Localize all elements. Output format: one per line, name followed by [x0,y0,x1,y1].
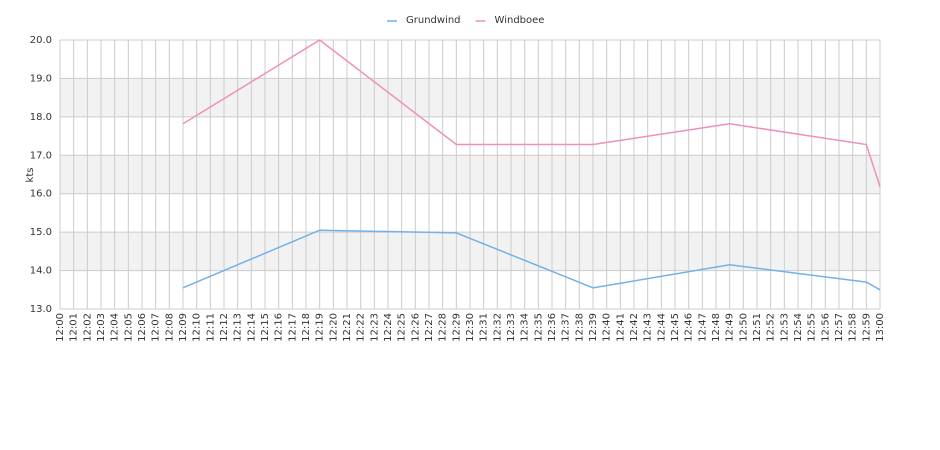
x-tick-label: 12:13 [233,313,244,342]
x-tick-label: 12:56 [820,313,831,342]
x-tick-label: 12:21 [342,313,353,342]
x-tick-label: 12:38 [574,313,585,342]
x-tick-label: 12:01 [69,313,80,342]
y-tick-label: 18.0 [30,112,52,123]
x-tick-label: 12:28 [438,313,449,342]
x-tick-label: 13:00 [875,313,886,342]
legend-label: Windboee [495,15,545,26]
x-tick-label: 12:09 [178,313,189,342]
x-tick-label: 12:51 [752,313,763,342]
x-tick-label: 12:39 [588,313,599,342]
x-tick-label: 12:29 [451,313,462,342]
x-tick-label: 12:32 [492,313,503,342]
x-tick-label: 12:20 [328,313,339,342]
y-tick-label: 13.0 [30,304,52,315]
x-tick-label: 12:46 [684,313,695,342]
x-tick-label: 12:10 [192,313,203,342]
x-tick-label: 12:52 [766,313,777,342]
x-tick-label: 12:49 [725,313,736,342]
x-tick-label: 12:30 [465,313,476,342]
x-tick-label: 12:25 [397,313,408,342]
x-tick-label: 12:04 [110,313,121,342]
series-line [182,229,881,291]
x-tick-label: 12:48 [711,313,722,342]
x-tick-label: 12:44 [656,313,667,342]
x-tick-label: 12:33 [506,313,517,342]
x-tick-label: 12:24 [383,313,394,342]
y-tick-label: 15.0 [30,227,52,238]
x-tick-label: 12:35 [533,313,544,342]
x-tick-label: 12:31 [479,313,490,342]
y-tick-label: 17.0 [30,150,52,161]
x-tick-label: 12:23 [369,313,380,342]
x-tick-label: 12:55 [807,313,818,342]
x-tick-label: 12:58 [848,313,859,342]
y-tick-label: 19.0 [30,73,52,84]
x-tick-label: 12:22 [356,313,367,342]
y-tick-label: 16.0 [30,189,52,200]
y-tick-label: 20.0 [30,35,52,46]
x-tick-label: 12:41 [615,313,626,342]
series-line [182,39,881,188]
x-tick-label: 12:02 [82,313,93,342]
x-tick-label: 12:14 [246,313,257,342]
x-tick-label: 12:08 [164,313,175,342]
x-tick-label: 12:42 [629,313,640,342]
x-tick-label: 12:37 [561,313,572,342]
x-tick-label: 12:07 [151,313,162,342]
x-tick-label: 12:15 [260,313,271,342]
x-tick-label: 12:11 [205,313,216,342]
x-tick-label: 12:12 [219,313,230,342]
x-tick-label: 12:17 [287,313,298,342]
y-tick-label: 14.0 [30,266,52,277]
x-tick-label: 12:27 [424,313,435,342]
x-tick-label: 12:34 [520,313,531,342]
x-tick-label: 12:45 [670,313,681,342]
x-tick-label: 12:19 [315,313,326,342]
x-tick-label: 12:57 [834,313,845,342]
x-tick-label: 12:05 [123,313,134,342]
x-tick-label: 12:03 [96,313,107,342]
x-tick-label: 12:40 [602,313,613,342]
x-tick-label: 12:43 [643,313,654,342]
x-tick-label: 12:06 [137,313,148,342]
x-tick-label: 12:54 [793,313,804,342]
y-axis-label: kts [25,168,36,183]
legend-label: Grundwind [406,15,461,26]
x-tick-label: 12:00 [55,313,66,342]
x-tick-label: 12:50 [738,313,749,342]
x-tick-label: 12:26 [410,313,421,342]
x-tick-label: 12:18 [301,313,312,342]
x-tick-label: 12:47 [697,313,708,342]
x-tick-label: 12:53 [779,313,790,342]
x-tick-label: 12:59 [861,313,872,342]
x-tick-label: 12:36 [547,313,558,342]
x-tick-label: 12:16 [274,313,285,342]
